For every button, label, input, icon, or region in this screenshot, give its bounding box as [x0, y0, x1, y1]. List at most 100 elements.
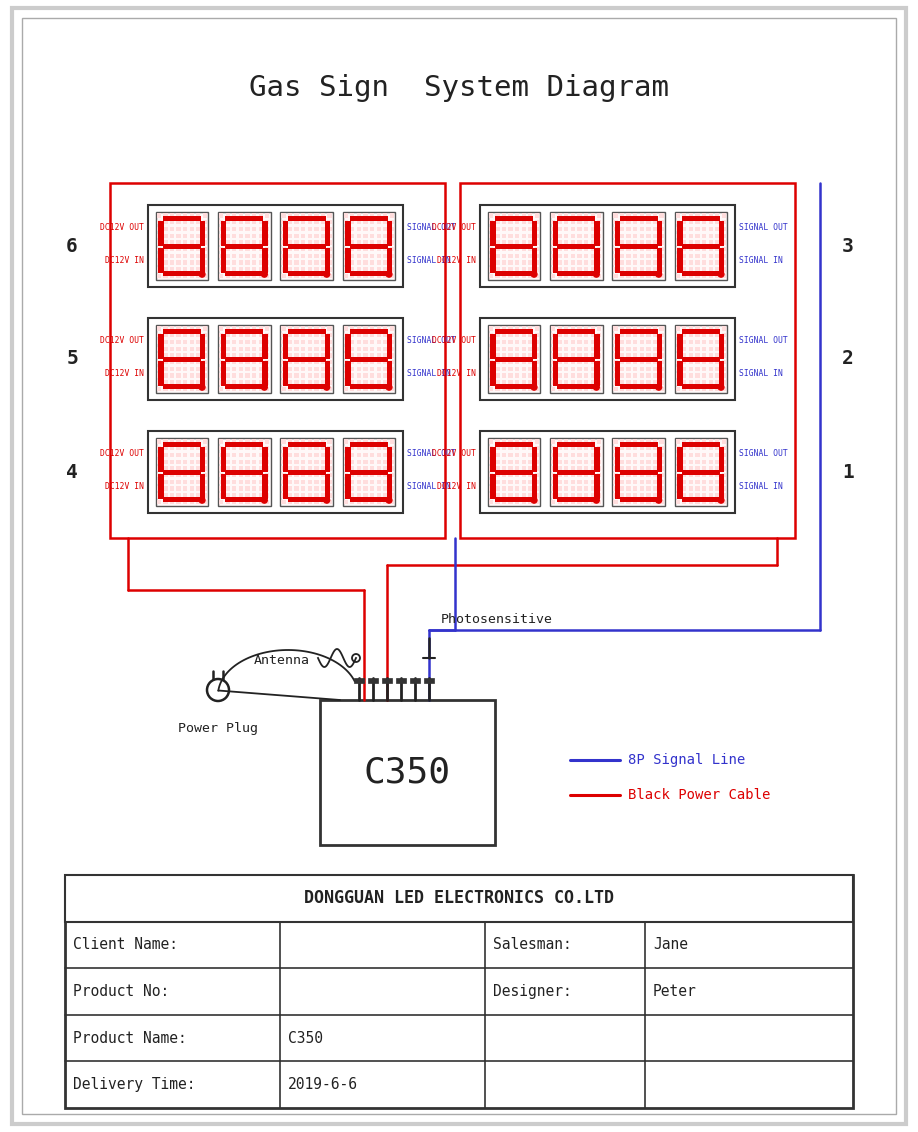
Bar [314, 346, 319, 351]
Bar [328, 439, 331, 444]
Bar [515, 353, 520, 358]
Bar [376, 494, 381, 498]
Bar [383, 446, 387, 451]
Bar [488, 346, 493, 351]
Bar [577, 466, 582, 471]
Bar [515, 446, 520, 451]
Bar [571, 260, 575, 265]
Bar [633, 333, 637, 337]
Bar [357, 473, 361, 478]
Bar [590, 367, 595, 371]
Bar [571, 374, 575, 378]
Bar [550, 438, 603, 506]
Bar [702, 500, 706, 504]
Bar [656, 474, 662, 499]
Bar [709, 214, 713, 217]
Bar [488, 233, 493, 238]
Bar [288, 340, 292, 344]
Bar [597, 353, 601, 358]
Bar [288, 260, 292, 265]
Bar [521, 254, 526, 258]
Bar [633, 267, 637, 272]
Bar [390, 220, 394, 224]
Bar [157, 274, 161, 278]
Bar [715, 333, 720, 337]
Bar [532, 474, 537, 499]
Bar [521, 387, 526, 392]
Bar [386, 334, 392, 359]
Bar [376, 326, 381, 331]
Bar [509, 446, 512, 451]
Bar [715, 220, 720, 224]
Bar [259, 387, 263, 392]
Bar [577, 233, 582, 238]
Bar [245, 267, 250, 272]
Bar [219, 500, 223, 504]
Bar [495, 453, 499, 457]
Bar [342, 325, 396, 393]
Bar [515, 254, 520, 258]
Bar [259, 333, 263, 337]
Bar [364, 494, 368, 498]
Bar [163, 480, 167, 484]
Bar [502, 466, 506, 471]
Bar [688, 500, 693, 504]
Bar [551, 247, 555, 251]
Bar [259, 473, 263, 478]
Circle shape [386, 385, 392, 391]
Bar [265, 380, 269, 385]
Bar [528, 333, 532, 337]
Bar [626, 360, 631, 365]
Bar [620, 367, 624, 371]
Bar [343, 439, 348, 444]
Bar [328, 214, 331, 217]
Bar [176, 267, 181, 272]
Bar [196, 260, 200, 265]
Text: DC12V OUT: DC12V OUT [100, 449, 144, 458]
Bar [350, 374, 354, 378]
Bar [287, 384, 326, 389]
Bar [196, 367, 200, 371]
Bar [314, 267, 319, 272]
Bar [376, 267, 381, 272]
Bar [183, 247, 187, 251]
Bar [620, 439, 624, 444]
Bar [620, 326, 624, 331]
Bar [176, 453, 181, 457]
Bar [163, 470, 201, 474]
Bar [203, 466, 207, 471]
Bar [203, 460, 207, 464]
Bar [357, 260, 361, 265]
Text: DC12V IN: DC12V IN [105, 256, 144, 265]
Bar [646, 480, 651, 484]
Bar [528, 353, 532, 358]
Bar [640, 247, 644, 251]
Bar [640, 240, 644, 245]
Bar [370, 480, 375, 484]
Bar [245, 439, 250, 444]
Bar [295, 374, 298, 378]
Bar [495, 333, 499, 337]
Bar [328, 473, 331, 478]
Bar [157, 446, 161, 451]
Bar [225, 357, 263, 362]
Bar [383, 254, 387, 258]
Bar [183, 387, 187, 392]
Bar [252, 473, 256, 478]
Bar [688, 233, 693, 238]
Bar [626, 500, 631, 504]
Bar [163, 439, 167, 444]
Bar [626, 233, 631, 238]
Bar [535, 254, 539, 258]
Bar [626, 487, 631, 491]
Bar [722, 473, 726, 478]
Bar [252, 226, 256, 231]
Bar [170, 233, 174, 238]
Bar [495, 460, 499, 464]
Bar [509, 340, 512, 344]
Bar [252, 233, 256, 238]
Bar [594, 221, 599, 246]
Bar [220, 474, 226, 499]
Bar [157, 494, 161, 498]
Bar [715, 247, 720, 251]
